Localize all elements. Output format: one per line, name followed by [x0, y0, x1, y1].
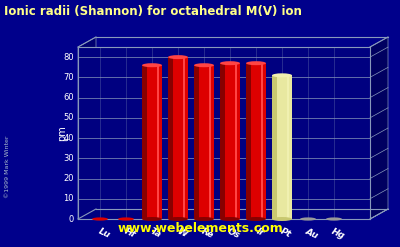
Polygon shape — [78, 37, 96, 219]
Text: 80: 80 — [63, 53, 74, 62]
FancyBboxPatch shape — [168, 57, 173, 219]
FancyBboxPatch shape — [173, 57, 188, 219]
Text: Hg: Hg — [330, 227, 346, 241]
Ellipse shape — [168, 55, 188, 59]
Text: 30: 30 — [63, 154, 74, 163]
Ellipse shape — [272, 73, 292, 77]
Text: www.webelements.com: www.webelements.com — [117, 222, 283, 235]
FancyBboxPatch shape — [272, 75, 277, 219]
Ellipse shape — [220, 217, 240, 221]
FancyBboxPatch shape — [225, 63, 240, 219]
Ellipse shape — [118, 217, 134, 221]
Text: W: W — [176, 227, 188, 239]
Text: ©1999 Mark Winter: ©1999 Mark Winter — [6, 136, 10, 198]
FancyBboxPatch shape — [235, 63, 237, 219]
FancyBboxPatch shape — [277, 75, 292, 219]
FancyBboxPatch shape — [147, 65, 162, 219]
FancyBboxPatch shape — [251, 63, 266, 219]
Ellipse shape — [194, 217, 214, 221]
Text: Hf: Hf — [123, 227, 137, 240]
FancyBboxPatch shape — [287, 75, 289, 219]
Ellipse shape — [92, 217, 108, 221]
Text: Ionic radii (Shannon) for octahedral M(V) ion: Ionic radii (Shannon) for octahedral M(V… — [4, 5, 302, 18]
Ellipse shape — [272, 217, 292, 221]
FancyBboxPatch shape — [157, 65, 159, 219]
Text: pm: pm — [57, 125, 67, 141]
Ellipse shape — [246, 61, 266, 65]
Text: Ta: Ta — [149, 227, 163, 240]
Text: 50: 50 — [64, 113, 74, 122]
Ellipse shape — [168, 217, 188, 221]
Text: 10: 10 — [64, 194, 74, 203]
Ellipse shape — [194, 63, 214, 67]
Polygon shape — [78, 209, 388, 219]
Ellipse shape — [326, 217, 342, 221]
Text: 70: 70 — [63, 73, 74, 82]
FancyBboxPatch shape — [209, 65, 211, 219]
Polygon shape — [370, 37, 388, 219]
Ellipse shape — [142, 63, 162, 67]
Text: 40: 40 — [64, 134, 74, 143]
Text: 20: 20 — [64, 174, 74, 183]
Ellipse shape — [246, 217, 266, 221]
Text: Os: Os — [226, 227, 242, 241]
FancyBboxPatch shape — [220, 63, 225, 219]
Text: Ir: Ir — [254, 227, 266, 239]
Text: Re: Re — [200, 227, 216, 240]
Ellipse shape — [300, 217, 316, 221]
Text: 60: 60 — [63, 93, 74, 102]
Ellipse shape — [220, 61, 240, 65]
Ellipse shape — [142, 217, 162, 221]
FancyBboxPatch shape — [261, 63, 263, 219]
Text: Lu: Lu — [97, 227, 111, 240]
FancyBboxPatch shape — [194, 65, 199, 219]
FancyBboxPatch shape — [246, 63, 251, 219]
Text: 0: 0 — [69, 214, 74, 224]
FancyBboxPatch shape — [183, 57, 185, 219]
Text: Au: Au — [304, 227, 320, 241]
FancyBboxPatch shape — [142, 65, 147, 219]
Polygon shape — [78, 47, 370, 219]
Text: Pt: Pt — [279, 227, 293, 240]
FancyBboxPatch shape — [199, 65, 214, 219]
